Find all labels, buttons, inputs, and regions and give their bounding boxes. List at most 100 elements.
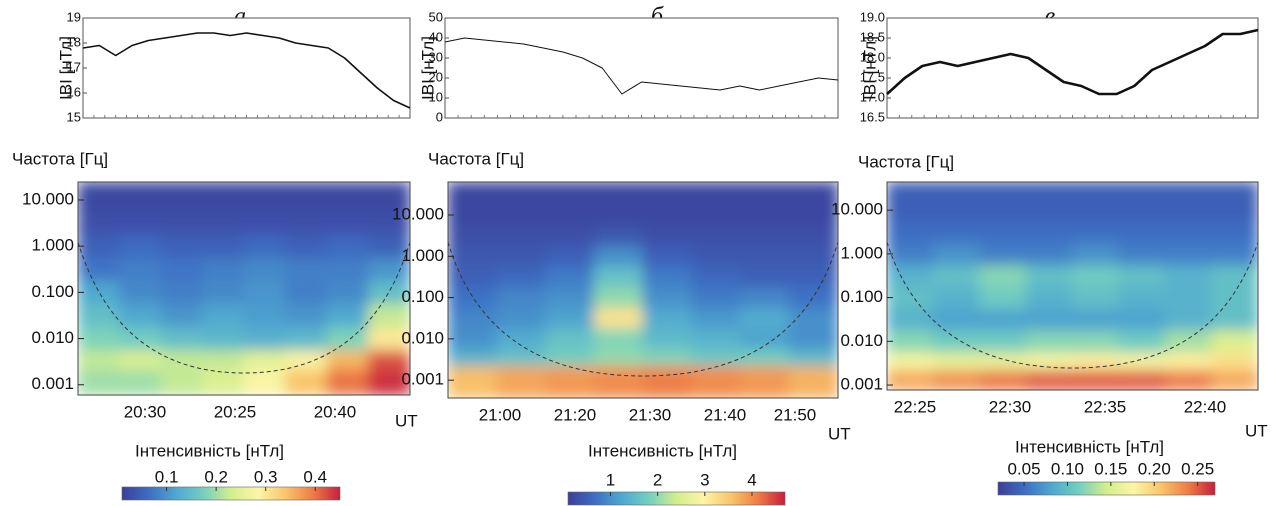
spectrum-cell [1118, 221, 1166, 244]
spectrum-cell [243, 234, 286, 259]
spectrum-cell [78, 280, 120, 305]
spectrum-cell [1211, 221, 1258, 244]
colorbar-tick-label: 0.25 [1181, 459, 1214, 478]
spectrum-cell [243, 303, 286, 329]
colorbar-tick-label: 0.3 [254, 467, 278, 486]
spectrum-cell [593, 225, 644, 247]
spectrum-cell [1072, 286, 1120, 310]
spectrum-cell [979, 330, 1027, 354]
spectrum-cell [243, 211, 286, 236]
spectrum-cell [448, 287, 498, 309]
spectrum-cell [1025, 308, 1073, 332]
spectrum-cell [119, 234, 162, 259]
y-axis-label: IBI [нТл] [860, 36, 879, 100]
spectrum-cell [1025, 286, 1073, 310]
spectrum-cell [1072, 352, 1120, 372]
spectrum-cells [887, 182, 1258, 390]
spectrum-cell [932, 264, 981, 288]
spectrum-cell [496, 245, 546, 268]
spectrum-cell [496, 328, 546, 351]
spectrum-cell [1118, 242, 1166, 266]
spectrum-cell [496, 287, 546, 309]
y-tick-label: 0.010 [840, 331, 883, 350]
spectrum-cell [545, 182, 595, 227]
spectrum-cell [1025, 264, 1073, 288]
spectrum-cell [979, 264, 1027, 288]
spectrum-cell [1118, 330, 1166, 354]
spectrum-cell [285, 257, 328, 282]
spectrum-cell [1072, 182, 1120, 223]
y-tick-label: 1.000 [401, 246, 444, 265]
spectrum-cell [887, 286, 934, 310]
spectrum-cell [740, 307, 790, 330]
x-tick-label: 22:40 [1184, 397, 1227, 416]
spectrum-cell [78, 182, 120, 213]
spectrum-cell [368, 303, 410, 329]
colorbar-tick-label: 3 [700, 470, 709, 489]
spectrum-cell [1025, 352, 1073, 372]
colorbar [121, 486, 341, 501]
spectrum-cell [285, 280, 328, 305]
spectrum-cell [887, 330, 934, 354]
spectrum-cell [593, 245, 644, 268]
spectrum-cell [1164, 286, 1213, 310]
x-tick-label: 21:00 [479, 405, 522, 424]
y-tick-label: 20 [429, 69, 443, 84]
spectrum-cell [691, 307, 741, 330]
colorbar-tick-label: 4 [747, 470, 756, 489]
spectrum-cell [887, 182, 934, 223]
spectrum-cell [691, 266, 741, 289]
y-axis-label: Частота [Гц] [858, 152, 954, 171]
x-tick-label: 20:40 [314, 402, 357, 421]
spectrum-cell [243, 280, 286, 305]
spectrum-cell [979, 352, 1027, 372]
spectrum-cell [932, 352, 981, 372]
spectrum-cell [326, 369, 369, 395]
spectrum-cell [243, 350, 286, 371]
spectrum-cell [78, 234, 120, 259]
y-tick-label: 1.000 [31, 236, 74, 255]
colorbar-tick-label: 0.15 [1094, 459, 1127, 478]
colorbar-tick-label: 0.10 [1051, 459, 1084, 478]
spectrum [78, 182, 410, 395]
spectrum-cell [496, 366, 546, 398]
spectrum-cell [979, 308, 1027, 332]
spectrum-cell [887, 308, 934, 332]
colorbar [997, 481, 1216, 496]
spectrum-cell [545, 349, 595, 368]
spectrum-cell [326, 234, 369, 259]
x-axis-label: UT [395, 411, 418, 430]
spectrum-cell [1211, 370, 1258, 390]
spectrum-cell [979, 370, 1027, 390]
y-tick-label: 10.000 [22, 189, 74, 208]
field-line [82, 32, 411, 109]
spectrum-cell [642, 307, 693, 330]
spectrum-cell [285, 327, 328, 352]
colorbar-tick-label: 2 [653, 470, 662, 489]
spectrum-cell [160, 280, 203, 305]
spectrum-cell [1072, 330, 1120, 354]
spectrum-cell [932, 221, 981, 244]
spectrum-cell [202, 234, 245, 259]
spectrum-cell [119, 257, 162, 282]
plot-frame [886, 17, 1259, 119]
spectrum-cell [932, 370, 981, 390]
spectrum-cell [1211, 242, 1258, 266]
y-tick-label: 10.000 [831, 200, 883, 219]
spectrum-cell [788, 328, 838, 351]
spectrum-cell [243, 369, 286, 395]
spectrum-cell [119, 327, 162, 352]
y-tick-label: 40 [429, 29, 443, 44]
spectrum-cell [1025, 370, 1073, 390]
x-tick-label: 21:50 [774, 405, 817, 424]
colorbar-title: Інтенсивність [нТл] [588, 441, 737, 460]
spectrum-cell [691, 182, 741, 227]
y-tick-label: 30 [429, 49, 443, 64]
spectrum-cell [545, 225, 595, 247]
spectrum-cell [78, 257, 120, 282]
spectrum-cell [593, 366, 644, 398]
spectrum-cell [1118, 286, 1166, 310]
spectrum-cell [448, 182, 498, 227]
spectrum-cell [788, 245, 838, 268]
spectrum-cell [496, 349, 546, 368]
